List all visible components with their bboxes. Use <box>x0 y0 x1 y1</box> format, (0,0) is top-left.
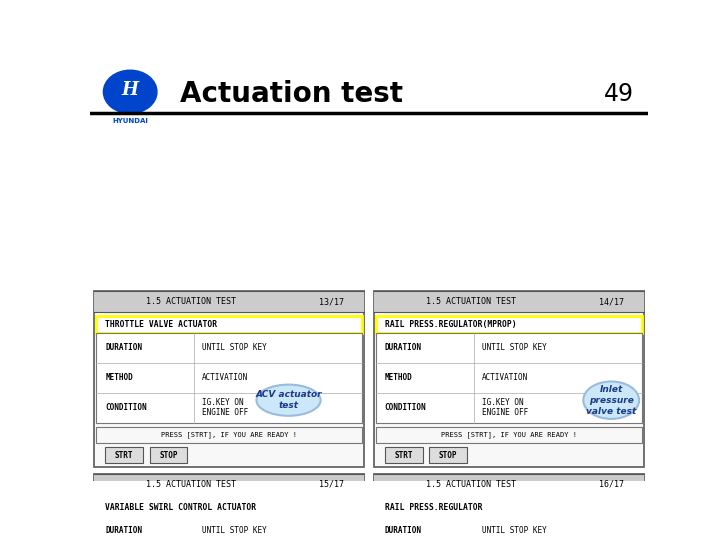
FancyBboxPatch shape <box>376 333 642 423</box>
FancyBboxPatch shape <box>374 474 644 540</box>
FancyBboxPatch shape <box>105 447 143 463</box>
Text: 1.5 ACTUATION TEST: 1.5 ACTUATION TEST <box>426 480 516 489</box>
Text: STRT: STRT <box>115 450 133 460</box>
FancyBboxPatch shape <box>374 474 644 495</box>
Text: DURATION: DURATION <box>384 526 422 535</box>
Text: 14/17: 14/17 <box>599 297 624 306</box>
FancyBboxPatch shape <box>374 292 644 312</box>
Text: DURATION: DURATION <box>105 526 143 535</box>
Text: STRT: STRT <box>395 450 413 460</box>
FancyBboxPatch shape <box>376 516 642 540</box>
FancyBboxPatch shape <box>94 474 364 495</box>
Text: Inlet
pressure
valve test: Inlet pressure valve test <box>586 384 636 416</box>
Text: HYUNDAI: HYUNDAI <box>112 118 148 124</box>
Text: 1.5 ACTUATION TEST: 1.5 ACTUATION TEST <box>146 297 236 306</box>
Ellipse shape <box>583 381 639 419</box>
FancyBboxPatch shape <box>94 292 364 312</box>
Text: PRESS [STRT], IF YOU ARE READY !: PRESS [STRT], IF YOU ARE READY ! <box>441 431 577 438</box>
Text: IG.KEY ON: IG.KEY ON <box>202 399 244 408</box>
Text: RAIL PRESS.REGULATOR: RAIL PRESS.REGULATOR <box>384 503 482 512</box>
FancyBboxPatch shape <box>96 516 362 540</box>
Text: 15/17: 15/17 <box>319 480 344 489</box>
FancyBboxPatch shape <box>429 447 467 463</box>
Text: CONDITION: CONDITION <box>105 403 147 413</box>
FancyBboxPatch shape <box>94 292 364 467</box>
Text: PRESS [STRT], IF YOU ARE READY !: PRESS [STRT], IF YOU ARE READY ! <box>161 431 297 438</box>
FancyBboxPatch shape <box>96 499 362 516</box>
Text: UNTIL STOP KEY: UNTIL STOP KEY <box>482 343 546 352</box>
Text: DURATION: DURATION <box>384 343 422 352</box>
Text: METHOD: METHOD <box>105 373 133 382</box>
Text: CONDITION: CONDITION <box>384 403 426 413</box>
Ellipse shape <box>104 70 157 113</box>
Text: ACTIVATION: ACTIVATION <box>482 373 528 382</box>
FancyBboxPatch shape <box>94 474 364 540</box>
Text: METHOD: METHOD <box>384 373 413 382</box>
Text: 13/17: 13/17 <box>319 297 344 306</box>
Text: ENGINE OFF: ENGINE OFF <box>202 408 248 417</box>
Text: ACTIVATION: ACTIVATION <box>202 373 248 382</box>
Ellipse shape <box>256 384 320 416</box>
Text: DURATION: DURATION <box>105 343 143 352</box>
FancyBboxPatch shape <box>150 447 187 463</box>
FancyBboxPatch shape <box>384 447 423 463</box>
Text: IG.KEY ON: IG.KEY ON <box>482 399 523 408</box>
FancyBboxPatch shape <box>374 292 644 467</box>
Text: 1.5 ACTUATION TEST: 1.5 ACTUATION TEST <box>426 297 516 306</box>
Text: RAIL PRESS.REGULATOR(MPROP): RAIL PRESS.REGULATOR(MPROP) <box>384 320 516 329</box>
FancyBboxPatch shape <box>96 333 362 423</box>
Text: STOP: STOP <box>159 450 178 460</box>
Text: VARIABLE SWIRL CONTROL ACTUATOR: VARIABLE SWIRL CONTROL ACTUATOR <box>105 503 256 512</box>
FancyBboxPatch shape <box>96 427 362 443</box>
Text: UNTIL STOP KEY: UNTIL STOP KEY <box>482 526 546 535</box>
Text: THROTTLE VALVE ACTUATOR: THROTTLE VALVE ACTUATOR <box>105 320 217 329</box>
Text: STOP: STOP <box>439 450 457 460</box>
FancyBboxPatch shape <box>96 316 362 333</box>
Text: 16/17: 16/17 <box>599 480 624 489</box>
Text: ENGINE OFF: ENGINE OFF <box>482 408 528 417</box>
Text: Actuation test: Actuation test <box>181 80 403 108</box>
FancyBboxPatch shape <box>376 427 642 443</box>
FancyBboxPatch shape <box>376 316 642 333</box>
Text: ACV actuator
test: ACV actuator test <box>255 390 322 410</box>
Text: UNTIL STOP KEY: UNTIL STOP KEY <box>202 343 267 352</box>
FancyBboxPatch shape <box>376 499 642 516</box>
Text: H: H <box>122 81 139 99</box>
Text: 49: 49 <box>604 82 634 106</box>
Text: 1.5 ACTUATION TEST: 1.5 ACTUATION TEST <box>146 480 236 489</box>
Text: UNTIL STOP KEY: UNTIL STOP KEY <box>202 526 267 535</box>
